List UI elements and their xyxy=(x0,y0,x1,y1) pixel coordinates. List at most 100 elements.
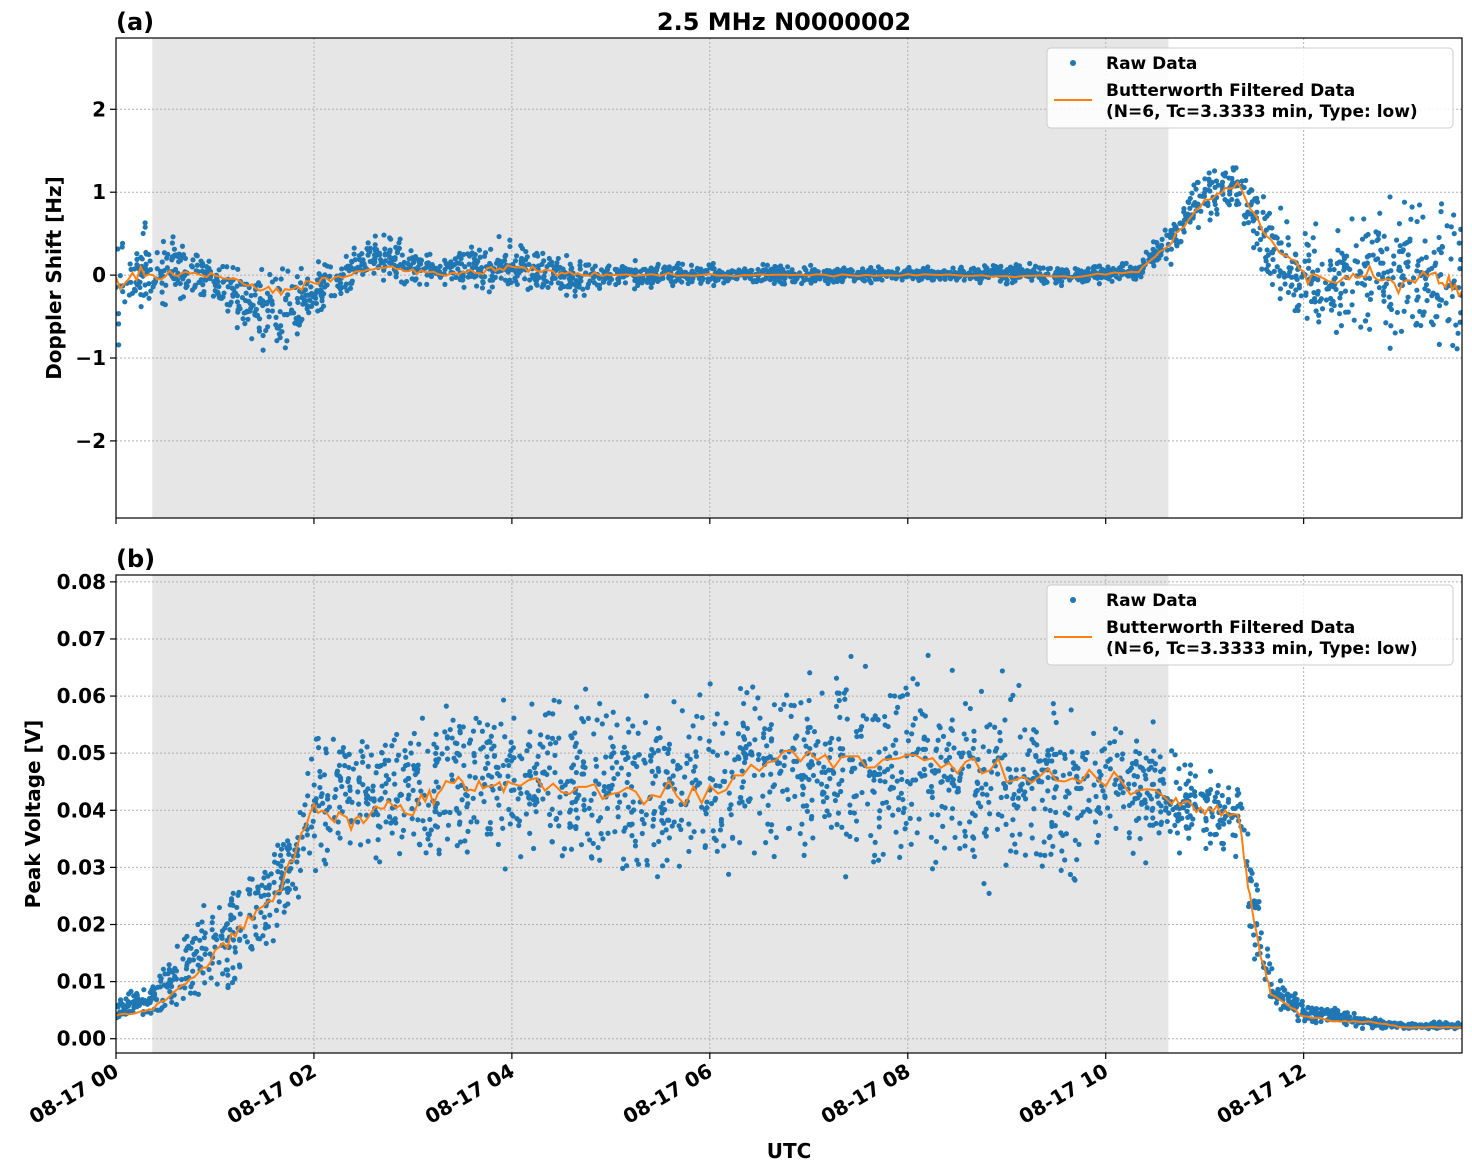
raw-data-point xyxy=(568,846,575,852)
raw-data-point xyxy=(679,708,685,714)
raw-data-point xyxy=(1214,211,1220,217)
raw-data-point xyxy=(1306,258,1312,264)
raw-data-point xyxy=(1015,795,1021,801)
raw-data-point xyxy=(185,943,192,949)
raw-data-point xyxy=(484,754,490,760)
raw-data-point xyxy=(512,258,519,264)
raw-data-point xyxy=(936,723,942,729)
raw-data-point xyxy=(1207,768,1214,774)
raw-data-point xyxy=(1013,767,1019,773)
raw-data-point xyxy=(1168,261,1174,267)
raw-data-point xyxy=(1073,785,1080,791)
raw-data-point xyxy=(1189,190,1195,196)
raw-data-point xyxy=(165,980,171,987)
filtered-data-line xyxy=(116,180,1462,298)
raw-data-point xyxy=(1219,792,1225,799)
raw-data-point xyxy=(802,266,808,272)
raw-data-point xyxy=(1047,833,1053,840)
raw-data-point xyxy=(1093,793,1099,800)
raw-data-point xyxy=(983,833,989,839)
raw-data-point xyxy=(321,772,328,778)
raw-data-point xyxy=(221,278,227,284)
raw-data-point xyxy=(1091,268,1097,274)
raw-data-point xyxy=(573,807,579,813)
raw-data-point xyxy=(1086,797,1092,803)
raw-data-point xyxy=(442,729,448,735)
raw-data-point xyxy=(587,278,593,284)
raw-data-point xyxy=(847,833,853,840)
raw-data-point xyxy=(1282,1004,1288,1010)
raw-data-point xyxy=(580,286,586,292)
raw-data-point xyxy=(1076,841,1082,847)
raw-data-point xyxy=(317,784,323,791)
raw-data-point xyxy=(417,257,423,263)
raw-data-point xyxy=(487,826,493,832)
raw-data-point xyxy=(1212,184,1218,190)
raw-data-point xyxy=(648,284,654,290)
raw-data-point xyxy=(738,794,744,801)
raw-data-point xyxy=(1010,817,1016,823)
raw-data-point xyxy=(1408,216,1414,222)
raw-data-point xyxy=(357,842,364,848)
raw-data-point xyxy=(556,699,562,705)
raw-data-point xyxy=(401,259,407,265)
raw-data-point xyxy=(510,745,516,751)
raw-data-point xyxy=(1140,257,1146,263)
raw-data-point xyxy=(905,738,911,744)
raw-data-point xyxy=(294,331,300,337)
raw-data-point xyxy=(464,849,470,855)
raw-data-point xyxy=(1047,807,1053,814)
raw-data-point xyxy=(410,787,416,793)
raw-data-point xyxy=(411,831,417,837)
raw-data-point xyxy=(423,850,429,856)
raw-data-point xyxy=(1203,815,1209,821)
raw-data-point xyxy=(339,783,345,790)
raw-data-point xyxy=(832,797,839,804)
raw-data-point xyxy=(1221,821,1227,827)
raw-data-point xyxy=(706,738,712,744)
raw-data-point xyxy=(119,240,126,246)
raw-data-point xyxy=(889,763,895,769)
raw-data-point xyxy=(1404,240,1410,246)
raw-data-point xyxy=(577,258,583,265)
raw-data-point xyxy=(1051,794,1057,801)
raw-data-point xyxy=(1162,807,1169,813)
raw-data-point xyxy=(436,851,442,857)
raw-data-point xyxy=(409,816,415,822)
raw-data-point xyxy=(324,847,330,853)
raw-data-point xyxy=(158,271,164,277)
raw-data-point xyxy=(138,291,144,298)
raw-data-point xyxy=(885,766,891,773)
raw-data-point xyxy=(966,750,972,756)
raw-data-point xyxy=(484,722,491,728)
raw-data-point xyxy=(1454,346,1460,352)
raw-data-point xyxy=(463,792,469,798)
raw-data-point xyxy=(360,782,366,788)
raw-data-point xyxy=(833,703,840,710)
raw-data-point xyxy=(860,277,866,283)
raw-data-point xyxy=(480,280,486,286)
raw-data-point xyxy=(462,838,468,844)
raw-data-point xyxy=(1143,776,1149,782)
raw-data-point xyxy=(907,781,913,787)
raw-data-point xyxy=(502,734,508,740)
raw-data-point xyxy=(136,1002,142,1008)
raw-data-point xyxy=(1209,814,1216,820)
raw-data-point xyxy=(621,744,627,750)
raw-data-point xyxy=(1335,228,1341,234)
raw-data-point xyxy=(966,819,973,825)
raw-data-point xyxy=(828,824,834,830)
raw-data-point xyxy=(860,713,866,719)
raw-data-point xyxy=(1045,774,1051,781)
raw-data-point xyxy=(1331,276,1337,283)
raw-data-point xyxy=(1094,807,1100,813)
raw-data-point xyxy=(806,697,812,704)
raw-data-point xyxy=(717,827,724,833)
raw-data-point xyxy=(538,732,544,738)
raw-data-point xyxy=(1422,238,1428,244)
raw-data-point xyxy=(625,804,632,810)
raw-data-point xyxy=(460,724,466,730)
raw-data-point xyxy=(644,857,650,864)
raw-data-point xyxy=(183,966,190,972)
raw-data-point xyxy=(1143,860,1149,866)
